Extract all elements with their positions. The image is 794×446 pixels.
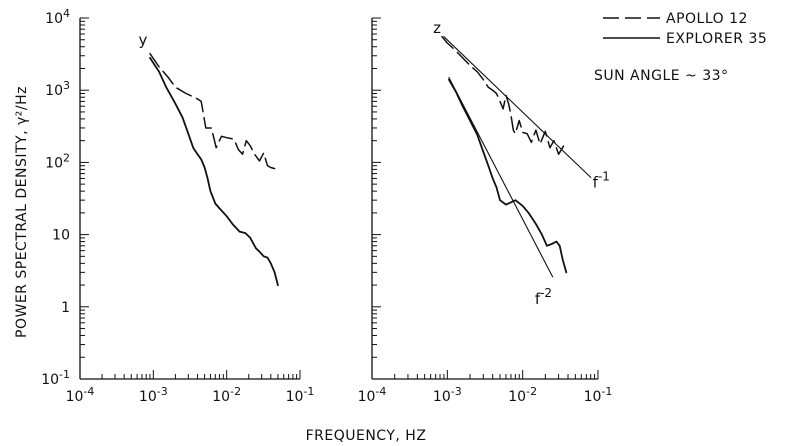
y-tick-label: 10-1: [41, 368, 70, 388]
y-axis-label: POWER SPECTRAL DENSITY, γ²/Hz: [14, 86, 30, 338]
y-tick-label: 10: [52, 228, 70, 244]
legend: APOLLO 12 EXPLORER 35: [603, 11, 767, 47]
x-tick-label: 10-1: [286, 385, 315, 405]
annotation-f-minus-1: f-1: [593, 169, 610, 191]
y-tick-label: 104: [45, 7, 70, 27]
x-tick-label: 10-4: [358, 385, 387, 405]
panel-y: 10-4 10-3 10-2 10-1 10-1 1 10 102 103 104 y: [41, 7, 314, 405]
x-axis-label: FREQUENCY, HZ: [306, 428, 427, 444]
x-tick-label: 10-3: [433, 385, 462, 405]
x-tick-label: 10-4: [66, 385, 95, 405]
y-tick-label: 1: [61, 300, 70, 316]
x-tick-label: 10-2: [212, 385, 241, 405]
panel-label: z: [433, 19, 441, 37]
sun-angle-text: SUN ANGLE ~ 33°: [594, 68, 729, 84]
series-line-explorer-35: [447, 78, 568, 274]
y-tick-label: 103: [45, 79, 70, 99]
panel-z: 10-4 10-3 10-2 10-1 z f-1 f-2: [358, 17, 613, 405]
legend-label-explorer-35: EXPLORER 35: [666, 31, 767, 47]
y-tick-label: 102: [45, 151, 70, 171]
x-tick-label: 10-1: [584, 385, 613, 405]
series-line-apollo-12: [149, 52, 276, 170]
annotation-f-minus-2: f-2: [535, 286, 552, 308]
panel-label: y: [139, 31, 148, 49]
reference-line-f-minus-2: [448, 76, 554, 278]
x-tick-label: 10-3: [139, 385, 168, 405]
reference-line-f-minus-1: [443, 36, 592, 178]
series-line-explorer-35: [149, 57, 279, 287]
series-line-apollo-12: [441, 35, 565, 155]
legend-label-apollo-12: APOLLO 12: [666, 11, 748, 27]
x-tick-label: 10-2: [508, 385, 537, 405]
